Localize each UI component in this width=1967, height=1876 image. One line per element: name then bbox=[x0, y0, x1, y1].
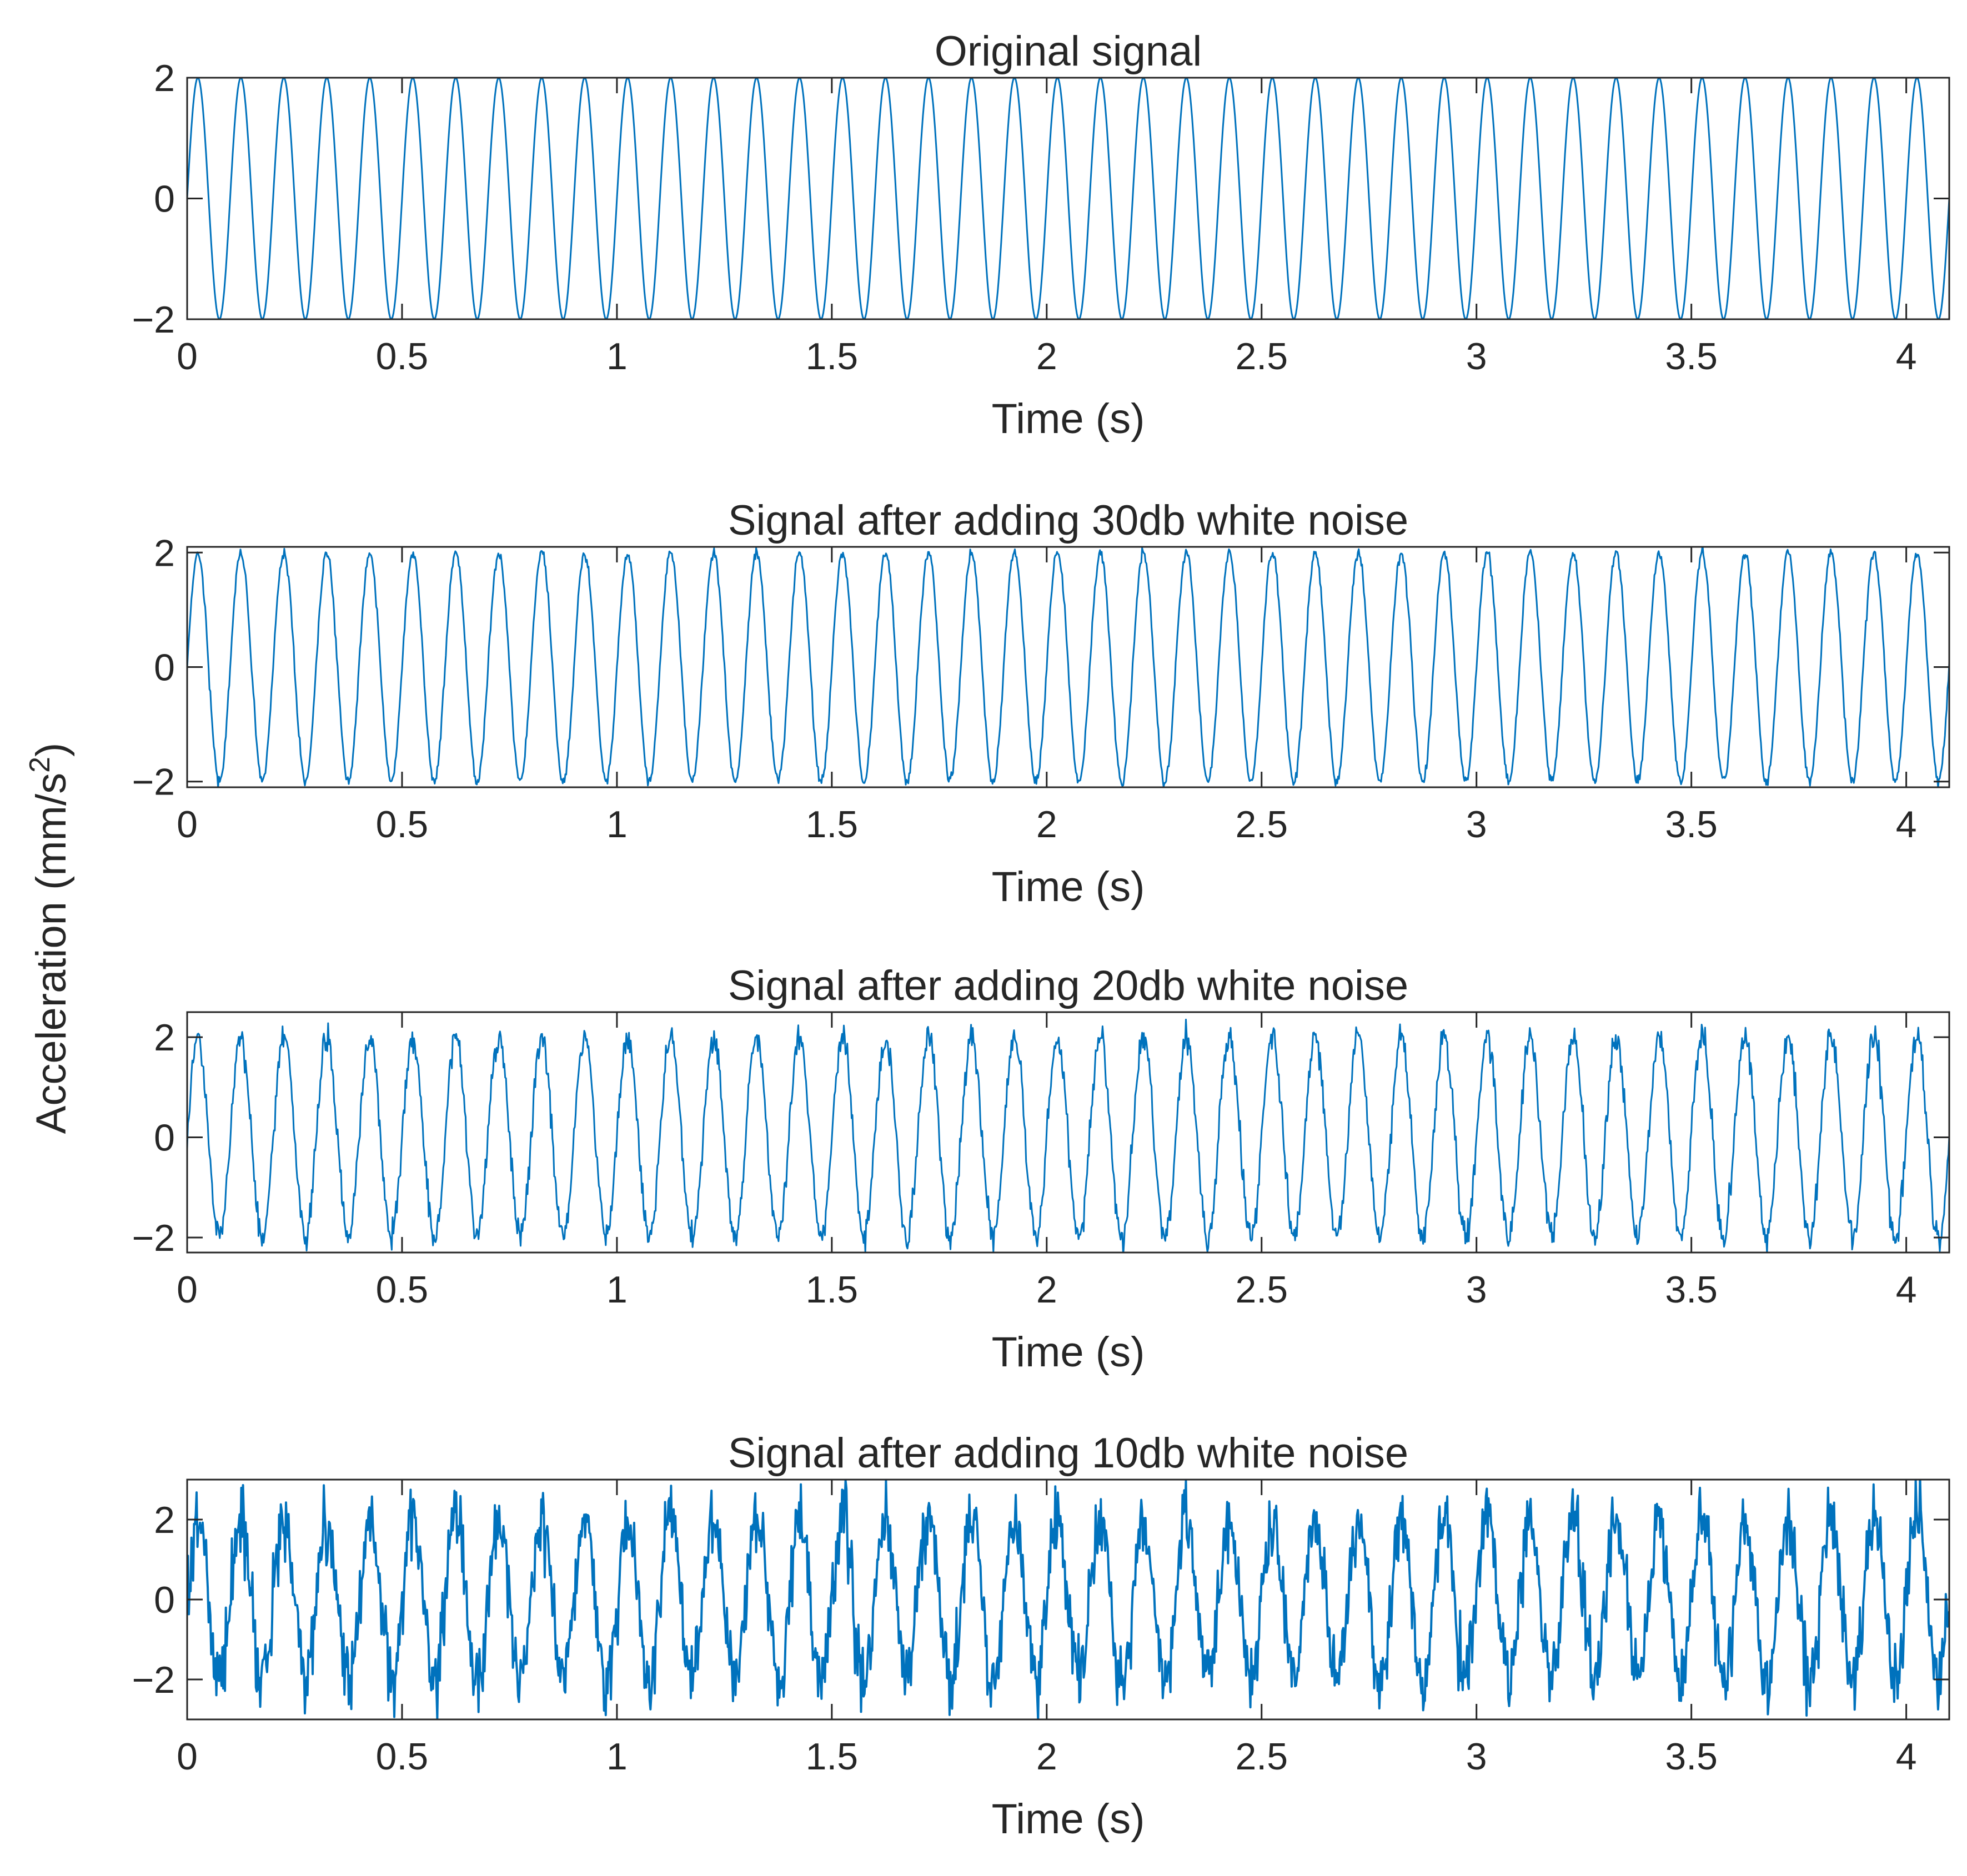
x-tick-label: 1.5 bbox=[806, 1269, 859, 1311]
axes-frame-3 bbox=[186, 1011, 1950, 1254]
y-tick-label: −2 bbox=[132, 1659, 175, 1701]
x-tick-label: 2 bbox=[1036, 803, 1057, 846]
subplot-4: Signal after adding 10db white noise 0 0.5… bbox=[132, 1430, 1950, 1843]
x-axis-label-3: Time (s) bbox=[992, 1329, 1145, 1376]
x-tick-label: 0 bbox=[177, 335, 198, 378]
y-tick-label: 0 bbox=[154, 178, 175, 220]
x-tick-label: 1 bbox=[606, 1736, 628, 1778]
figure-ylabel-main: Acceleration (mm/s bbox=[28, 773, 75, 1134]
x-tick-label: 0.5 bbox=[376, 803, 429, 846]
y-tick-label: −2 bbox=[132, 1217, 175, 1259]
y-tick-label: −2 bbox=[132, 761, 175, 803]
subplot-title-2: Signal after adding 30db white noise bbox=[728, 497, 1408, 544]
x-tick-label: 0 bbox=[177, 803, 198, 846]
x-tick-label: 3 bbox=[1466, 1269, 1487, 1311]
x-tick-label: 2 bbox=[1036, 1269, 1057, 1311]
x-tick-label: 0.5 bbox=[376, 335, 429, 378]
x-tick-label: 3 bbox=[1466, 335, 1487, 378]
x-tick-label: 2 bbox=[1036, 1736, 1057, 1778]
signal-line-4 bbox=[187, 1480, 1949, 1719]
subplot-3: Signal after adding 20db white noise 0 0.5… bbox=[132, 962, 1950, 1376]
x-tick-label: 0 bbox=[177, 1736, 198, 1778]
x-tick-label: 2.5 bbox=[1235, 335, 1288, 378]
subplot-title-4: Signal after adding 10db white noise bbox=[728, 1430, 1408, 1477]
x-tick-label: 4 bbox=[1896, 1269, 1917, 1311]
x-axis-label-4: Time (s) bbox=[992, 1795, 1145, 1843]
x-tick-label: 2.5 bbox=[1235, 1269, 1288, 1311]
x-tick-label: 3.5 bbox=[1665, 1269, 1718, 1311]
y-tick-label: 2 bbox=[154, 1017, 175, 1059]
y-tick-label: 0 bbox=[154, 1579, 175, 1621]
x-tick-label: 0.5 bbox=[376, 1269, 429, 1311]
x-axis-label-2: Time (s) bbox=[992, 863, 1145, 911]
x-tick-label: 3 bbox=[1466, 803, 1487, 846]
x-tick-label: 3.5 bbox=[1665, 1736, 1718, 1778]
x-tick-label: 0 bbox=[177, 1269, 198, 1311]
x-tick-label: 1.5 bbox=[806, 803, 859, 846]
y-tick-label: 2 bbox=[154, 1499, 175, 1541]
x-tick-label: 4 bbox=[1896, 335, 1917, 378]
figure-ylabel-superscript: 2 bbox=[24, 757, 56, 773]
signal-line-3 bbox=[187, 1018, 1949, 1253]
x-tick-label: 1 bbox=[606, 335, 628, 378]
signal-line-2 bbox=[187, 547, 1949, 787]
x-tick-label: 4 bbox=[1896, 803, 1917, 846]
x-tick-label: 1.5 bbox=[806, 335, 859, 378]
subplot-title-3: Signal after adding 20db white noise bbox=[728, 962, 1408, 1009]
x-tick-label: 4 bbox=[1896, 1736, 1917, 1778]
x-tick-label: 2.5 bbox=[1235, 1736, 1288, 1778]
x-tick-label: 1 bbox=[606, 803, 628, 846]
subplot-title-1: Original signal bbox=[935, 28, 1202, 75]
x-tick-label: 0.5 bbox=[376, 1736, 429, 1778]
x-axis-label-1: Time (s) bbox=[992, 395, 1145, 442]
y-tick-label: 2 bbox=[154, 57, 175, 99]
signal-line-1 bbox=[187, 78, 1949, 319]
figure-ylabel: Acceleration (mm/s2) bbox=[24, 743, 75, 1134]
y-tick-label: 0 bbox=[154, 1117, 175, 1159]
x-tick-label: 3.5 bbox=[1665, 803, 1718, 846]
figure-ylabel-suffix: ) bbox=[28, 743, 75, 757]
x-tick-label: 3 bbox=[1466, 1736, 1487, 1778]
y-tick-label: −2 bbox=[132, 299, 175, 341]
subplot-2: Signal after adding 30db white noise 0 0.5… bbox=[132, 497, 1950, 911]
x-tick-label: 1 bbox=[606, 1269, 628, 1311]
y-tick-label: 2 bbox=[154, 532, 175, 574]
x-tick-label: 2 bbox=[1036, 335, 1057, 378]
x-tick-label: 1.5 bbox=[806, 1736, 859, 1778]
x-tick-label: 2.5 bbox=[1235, 803, 1288, 846]
x-tick-label: 3.5 bbox=[1665, 335, 1718, 378]
y-tick-label: 0 bbox=[154, 647, 175, 689]
